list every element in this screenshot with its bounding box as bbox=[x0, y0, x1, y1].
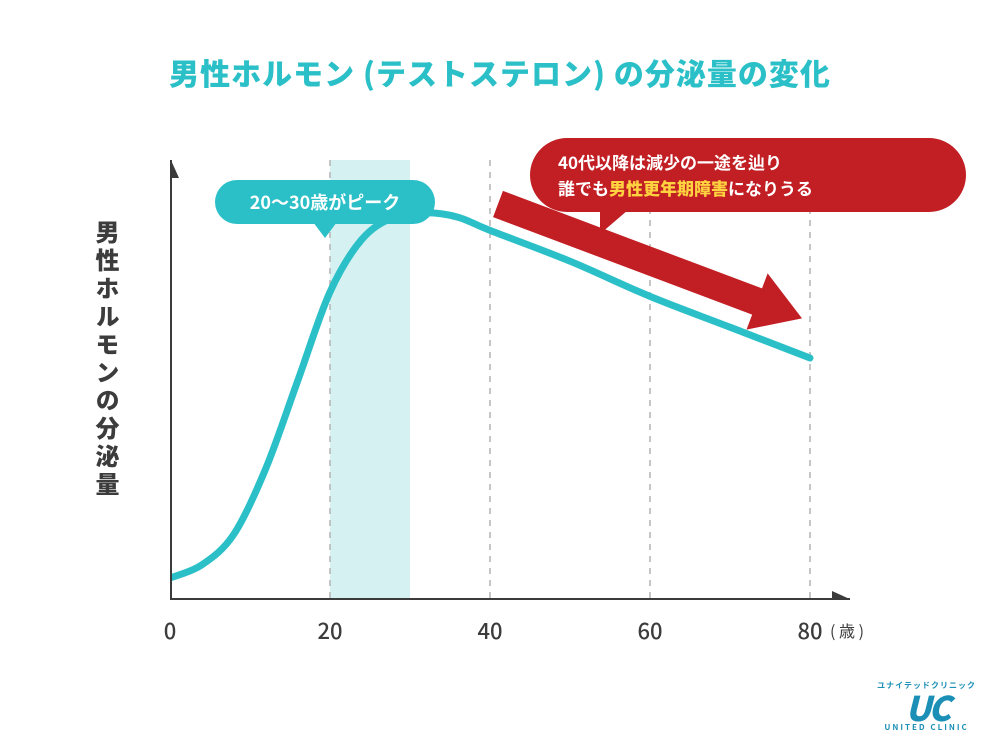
peak-annotation-bubble: 20〜30歳がピーク bbox=[215, 180, 435, 224]
brand-logo: ユナイテッドクリニック UC UNITED CLINIC bbox=[877, 682, 976, 732]
x-tick-label: 0 bbox=[164, 614, 177, 646]
decline-speech-line2: 誰でも男性更年期障害になりうる bbox=[558, 175, 813, 201]
decline-speech-bubble: 40代以降は減少の一途を辿り 誰でも男性更年期障害になりうる bbox=[530, 138, 966, 212]
logo-mark: UC bbox=[877, 690, 976, 724]
decline-speech-line1: 40代以降は減少の一途を辿り bbox=[558, 149, 782, 175]
peak-annotation-text: 20〜30歳がピーク bbox=[250, 189, 400, 215]
x-tick-label: 20 bbox=[317, 614, 342, 646]
logo-en: UNITED CLINIC bbox=[877, 724, 976, 732]
x-tick-label: 60 bbox=[637, 614, 662, 646]
chart-title: 男性ホルモン (テストステロン) の分泌量の変化 bbox=[0, 50, 1000, 94]
x-axis-unit: ( 歳 ) bbox=[830, 618, 864, 642]
y-axis-label: 男性ホルモンの分泌量 bbox=[90, 220, 125, 500]
chart-container bbox=[170, 160, 850, 600]
chart-svg bbox=[170, 160, 850, 600]
x-tick-label: 80 bbox=[797, 614, 822, 646]
x-tick-label: 40 bbox=[477, 614, 502, 646]
